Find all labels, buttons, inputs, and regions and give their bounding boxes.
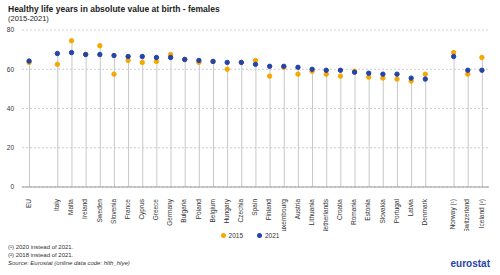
svg-text:60: 60 — [8, 66, 14, 73]
svg-text:Iceland (²): Iceland (²) — [478, 199, 486, 228]
svg-text:Germany: Germany — [166, 198, 174, 225]
html-text:Healthy life years in absolute: Healthy life years in absolute value at … — [8, 4, 220, 14]
svg-text:Switzerland: Switzerland — [463, 199, 470, 231]
html-text:(²) 2018 instead of 2021.: (²) 2018 instead of 2021. — [8, 252, 74, 258]
svg-text:Romania: Romania — [350, 199, 357, 225]
svg-text:Portugal: Portugal — [393, 198, 401, 223]
svg-text:Spain: Spain — [251, 199, 259, 216]
svg-text:Austria: Austria — [294, 199, 301, 220]
svg-text:40: 40 — [8, 105, 14, 112]
svg-text:Lithuania: Lithuania — [308, 199, 315, 226]
svg-text:Italy: Italy — [53, 198, 61, 211]
svg-text:Cyprus: Cyprus — [138, 198, 146, 219]
svg-text:Slovakia: Slovakia — [379, 199, 386, 224]
svg-text:Hungary: Hungary — [223, 198, 231, 223]
svg-text:Belgium: Belgium — [209, 199, 217, 222]
svg-text:Norway (¹): Norway (¹) — [449, 199, 457, 229]
svg-text:Bulgaria: Bulgaria — [180, 199, 188, 223]
svg-text:Sweden: Sweden — [96, 199, 103, 223]
svg-text:Netherlands: Netherlands — [322, 198, 329, 231]
html-text:Source: Eurostat (online data: Source: Eurostat (online data code: hlth… — [8, 260, 130, 266]
html-text:2021: 2021 — [265, 232, 280, 239]
svg-text:Finland: Finland — [265, 199, 272, 221]
svg-text:Estonia: Estonia — [364, 199, 371, 221]
svg-text:Croatia: Croatia — [336, 199, 343, 220]
html-text:(¹) 2020 instead of 2021.: (¹) 2020 instead of 2021. — [8, 244, 74, 250]
svg-text:Denmark: Denmark — [421, 198, 428, 225]
html-text:2015: 2015 — [228, 232, 243, 239]
svg-text:Czechia: Czechia — [237, 199, 244, 223]
html-text:(2015-2021): (2015-2021) — [8, 14, 49, 23]
svg-text:Luxembourg: Luxembourg — [280, 199, 288, 231]
svg-text:Latvia: Latvia — [407, 199, 414, 217]
svg-text:Greece: Greece — [152, 199, 159, 221]
svg-text:France: France — [124, 199, 131, 220]
svg-text:EU: EU — [25, 199, 32, 208]
svg-text:Poland: Poland — [195, 199, 202, 220]
svg-text:Malta: Malta — [67, 199, 74, 215]
svg-text:80: 80 — [8, 26, 14, 33]
svg-text:0: 0 — [10, 183, 14, 190]
html-text:eurostat: eurostat — [450, 258, 490, 269]
svg-text:Slovenia: Slovenia — [110, 199, 117, 224]
svg-text:20: 20 — [8, 144, 14, 151]
svg-text:Ireland: Ireland — [81, 199, 88, 219]
